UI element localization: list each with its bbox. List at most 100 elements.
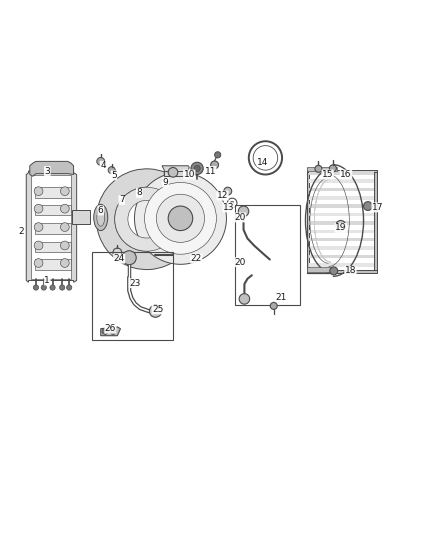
Bar: [307, 170, 309, 271]
Text: 20: 20: [234, 257, 246, 266]
Bar: [92, 253, 173, 340]
Bar: [35, 223, 71, 233]
Circle shape: [102, 328, 108, 334]
Circle shape: [191, 162, 203, 174]
Circle shape: [149, 305, 162, 317]
Bar: [35, 205, 71, 215]
Circle shape: [238, 206, 249, 216]
Bar: [307, 270, 377, 273]
Bar: [164, 171, 189, 176]
Circle shape: [224, 187, 232, 195]
Circle shape: [34, 259, 43, 268]
Ellipse shape: [94, 204, 108, 231]
Text: 17: 17: [372, 203, 383, 212]
Circle shape: [168, 206, 193, 231]
Circle shape: [60, 259, 69, 268]
Text: 25: 25: [152, 305, 163, 314]
Circle shape: [60, 285, 65, 290]
Polygon shape: [307, 167, 337, 171]
Circle shape: [41, 285, 46, 290]
Circle shape: [33, 285, 39, 290]
Circle shape: [34, 223, 43, 231]
Circle shape: [156, 194, 205, 243]
Circle shape: [364, 201, 372, 211]
Text: 13: 13: [223, 203, 234, 212]
Text: 11: 11: [205, 166, 216, 175]
Circle shape: [60, 223, 69, 231]
Text: 6: 6: [98, 206, 104, 215]
Circle shape: [215, 152, 221, 158]
Polygon shape: [162, 166, 189, 174]
Bar: [374, 170, 377, 271]
Bar: [309, 196, 374, 199]
Bar: [309, 255, 374, 258]
Text: 1: 1: [44, 276, 50, 285]
Circle shape: [134, 172, 226, 264]
Circle shape: [60, 204, 69, 213]
Bar: [309, 230, 374, 233]
Text: 4: 4: [100, 161, 106, 170]
Text: 22: 22: [191, 254, 202, 263]
Circle shape: [145, 182, 216, 254]
Circle shape: [211, 161, 219, 169]
Text: 8: 8: [136, 189, 142, 197]
Text: 10: 10: [184, 170, 195, 179]
Text: 5: 5: [111, 171, 117, 180]
Text: 7: 7: [119, 196, 125, 205]
Text: 14: 14: [257, 158, 268, 167]
Bar: [309, 180, 374, 183]
Bar: [307, 169, 377, 172]
Circle shape: [34, 241, 43, 250]
Circle shape: [230, 201, 234, 205]
Bar: [72, 211, 90, 224]
Circle shape: [330, 267, 338, 275]
Circle shape: [168, 167, 178, 177]
Polygon shape: [30, 161, 74, 176]
Circle shape: [194, 165, 200, 172]
Circle shape: [239, 294, 250, 304]
Bar: [35, 241, 71, 252]
Polygon shape: [101, 327, 120, 336]
Bar: [309, 213, 374, 216]
Circle shape: [67, 285, 72, 290]
Polygon shape: [31, 175, 71, 279]
Polygon shape: [307, 268, 335, 272]
Polygon shape: [26, 171, 77, 282]
Text: 26: 26: [105, 324, 116, 333]
Text: 2: 2: [18, 227, 24, 236]
Wedge shape: [115, 187, 179, 251]
Text: 12: 12: [217, 191, 228, 200]
Circle shape: [34, 204, 43, 213]
Text: 21: 21: [276, 293, 287, 302]
Text: 19: 19: [335, 223, 346, 232]
Bar: [235, 205, 300, 305]
Circle shape: [339, 223, 343, 228]
Circle shape: [315, 165, 322, 172]
Bar: [309, 171, 374, 174]
Circle shape: [122, 251, 136, 265]
Text: 3: 3: [44, 166, 50, 175]
Circle shape: [108, 167, 115, 174]
Text: 20: 20: [234, 213, 246, 222]
Text: 24: 24: [113, 254, 125, 263]
Circle shape: [97, 157, 105, 165]
Text: 15: 15: [322, 170, 333, 179]
Bar: [309, 188, 374, 191]
Circle shape: [34, 187, 43, 196]
Bar: [309, 238, 374, 241]
Bar: [309, 246, 374, 250]
Circle shape: [110, 328, 116, 334]
Circle shape: [270, 302, 277, 310]
Bar: [309, 221, 374, 225]
Bar: [309, 263, 374, 266]
Bar: [35, 259, 71, 270]
Circle shape: [60, 241, 69, 250]
Text: 16: 16: [340, 170, 352, 179]
Circle shape: [60, 187, 69, 196]
Text: 18: 18: [345, 266, 356, 276]
Bar: [309, 205, 374, 208]
Ellipse shape: [97, 209, 105, 226]
Text: 23: 23: [129, 279, 141, 288]
Circle shape: [329, 165, 336, 172]
Wedge shape: [96, 169, 191, 270]
